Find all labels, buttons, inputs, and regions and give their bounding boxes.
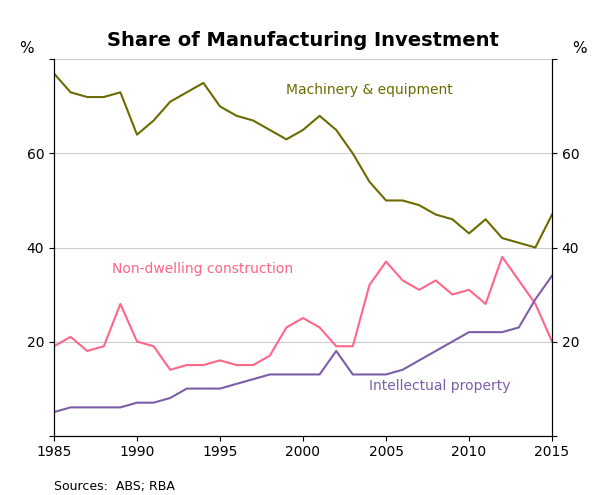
- Title: Share of Manufacturing Investment: Share of Manufacturing Investment: [107, 31, 499, 50]
- Text: Sources:  ABS; RBA: Sources: ABS; RBA: [54, 480, 175, 493]
- Text: Machinery & equipment: Machinery & equipment: [286, 83, 453, 97]
- Text: Non-dwelling construction: Non-dwelling construction: [112, 262, 293, 276]
- Text: %: %: [572, 41, 587, 55]
- Text: Intellectual property: Intellectual property: [370, 379, 511, 393]
- Text: %: %: [19, 41, 34, 55]
